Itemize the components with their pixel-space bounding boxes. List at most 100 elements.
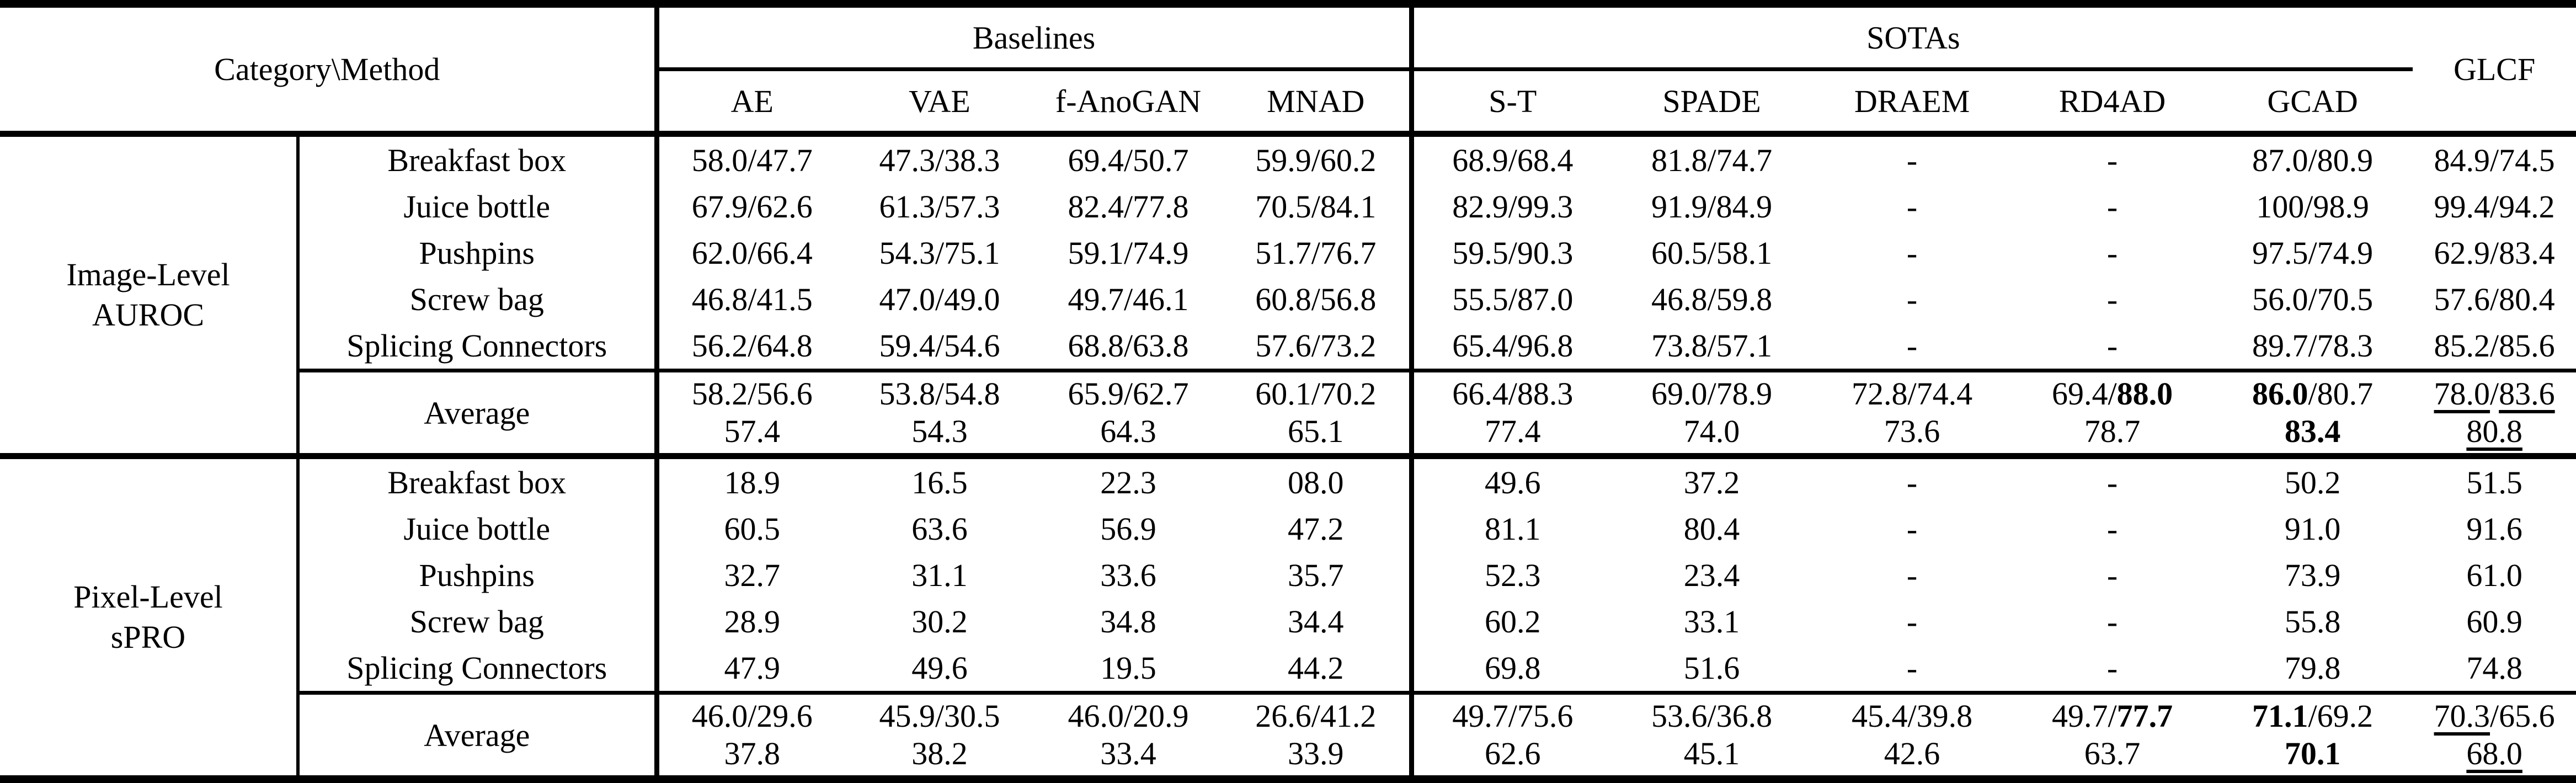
value-cell: 68.8/63.8 xyxy=(1068,327,1189,364)
average-value-cell: 65.9/62.7 64.3 xyxy=(1034,369,1223,456)
category-label-line: sPRO xyxy=(110,619,186,655)
value-cell: 62.0/66.4 xyxy=(691,235,813,271)
value-cell: 22.3 xyxy=(1100,464,1156,500)
average-value-line: 62.6 xyxy=(1414,735,1612,773)
average-value-segment: 83.4 xyxy=(2284,413,2341,449)
average-value-segment: 78.7 xyxy=(2084,413,2141,449)
value-cell: 56.2/64.8 xyxy=(691,327,813,364)
average-value-line: 46.0/29.6 xyxy=(659,697,846,735)
table-row: Juice bottle 60.5 63.6 56.9 47.2 81.1 80.4 - - 91… xyxy=(0,505,2576,552)
value-cell: 81.1 xyxy=(1485,510,1541,547)
average-value-line: 49.7/75.6 xyxy=(1414,697,1612,735)
value-cell: 51.5 xyxy=(2466,464,2522,500)
average-value-cell: 60.1/70.2 65.1 xyxy=(1223,369,1414,456)
column-header-vae: VAE xyxy=(909,83,970,119)
value-cell: 81.8/74.7 xyxy=(1651,142,1773,178)
value-cell: - xyxy=(1906,235,1918,271)
average-value-cell: 78.0/83.6 80.8 xyxy=(2413,369,2576,456)
row-label: Breakfast box xyxy=(298,456,659,505)
value-cell: 47.9 xyxy=(724,649,781,686)
value-cell: 51.6 xyxy=(1683,649,1740,686)
average-value-segment: 33.4 xyxy=(1100,736,1156,771)
average-value-cell: 69.4/88.0 78.7 xyxy=(2012,369,2213,456)
average-value-segment: 72.8/74.4 xyxy=(1851,375,1973,412)
value-cell: 56.0/70.5 xyxy=(2252,281,2374,317)
average-value-segment: 65.9/62.7 xyxy=(1068,375,1189,412)
value-cell: - xyxy=(2106,188,2118,225)
value-cell: 59.1/74.9 xyxy=(1068,235,1189,271)
average-value-segment: 71.1 xyxy=(2252,697,2308,734)
average-value-segment: 53.8/54.8 xyxy=(879,375,1000,412)
average-value-segment: 49.7/75.6 xyxy=(1452,697,1574,734)
average-value-segment: 65.1 xyxy=(1288,413,1344,449)
value-cell: 82.9/99.3 xyxy=(1452,188,1574,225)
value-cell: - xyxy=(1906,142,1918,178)
corner-header-category-method: Category\Method xyxy=(0,4,659,134)
value-cell: 34.8 xyxy=(1100,603,1156,640)
value-cell: - xyxy=(1906,281,1918,317)
column-header-spade: SPADE xyxy=(1662,83,1761,119)
average-value-line: 71.1/69.2 xyxy=(2212,697,2413,735)
value-cell: - xyxy=(1906,557,1918,593)
average-value-line: 49.7/77.7 xyxy=(2012,697,2212,735)
value-cell: 69.8 xyxy=(1485,649,1541,686)
average-value-cell: 69.0/78.9 74.0 xyxy=(1612,369,1812,456)
value-cell: 18.9 xyxy=(724,464,781,500)
average-value-line: 68.0 xyxy=(2413,735,2576,773)
value-cell: 97.5/74.9 xyxy=(2252,235,2374,271)
value-cell: 47.0/49.0 xyxy=(879,281,1000,317)
value-cell: 28.9 xyxy=(724,603,781,640)
value-cell: 99.4/94.2 xyxy=(2434,188,2555,225)
average-value-cell: 46.0/29.6 37.8 xyxy=(657,691,846,779)
value-cell: 49.6 xyxy=(1485,464,1541,500)
average-value-line: 72.8/74.4 xyxy=(1812,375,2012,413)
average-value-line: 46.0/20.9 xyxy=(1034,697,1223,735)
average-value-segment: 70.3 xyxy=(2434,697,2490,734)
average-value-line: 64.3 xyxy=(1034,413,1223,450)
average-value-segment: 45.9/30.5 xyxy=(879,697,1000,734)
row-label: Screw bag xyxy=(298,276,659,322)
category-label: Pixel-Level sPRO xyxy=(0,456,300,779)
value-cell: - xyxy=(2106,603,2118,640)
value-cell: 60.5 xyxy=(724,510,781,547)
value-cell: 91.6 xyxy=(2466,510,2522,547)
average-value-segment: 69.0/78.9 xyxy=(1651,375,1773,412)
average-value-line: 37.8 xyxy=(659,735,846,773)
average-value-line: 78.0/83.6 xyxy=(2413,375,2576,413)
value-cell: 60.9 xyxy=(2466,603,2522,640)
value-cell: 91.0 xyxy=(2284,510,2341,547)
value-cell: - xyxy=(2106,327,2118,364)
row-label: Breakfast box xyxy=(298,134,659,183)
average-value-line: 73.6 xyxy=(1812,413,2012,450)
average-value-cell: 26.6/41.2 33.9 xyxy=(1223,691,1414,779)
value-cell: 34.4 xyxy=(1223,598,1414,644)
average-value-segment: 26.6/41.2 xyxy=(1255,697,1377,734)
average-value-line: 63.7 xyxy=(2012,735,2212,773)
average-row: Average 58.2/56.6 57.4 53.8/54.8 54.3 65.9/62… xyxy=(0,369,2576,456)
section-image-level-auroc: Image-Level AUROC Breakfast box 58.0/47.7 47… xyxy=(0,134,2576,456)
value-cell: 52.3 xyxy=(1485,557,1541,593)
value-cell: 57.6/80.4 xyxy=(2434,281,2555,317)
average-value-line: 78.7 xyxy=(2012,413,2212,450)
value-cell: 47.3/38.3 xyxy=(879,142,1000,178)
average-value-cell: 53.8/54.8 54.3 xyxy=(845,369,1034,456)
average-value-cell: 71.1/69.2 70.1 xyxy=(2212,691,2413,779)
value-cell: 69.4/50.7 xyxy=(1068,142,1189,178)
average-value-segment: 68.0 xyxy=(2466,736,2522,771)
average-value-segment: 45.1 xyxy=(1683,736,1740,771)
value-cell: 61.0 xyxy=(2466,557,2522,593)
value-cell: 60.8/56.8 xyxy=(1223,276,1414,322)
value-cell: 16.5 xyxy=(911,464,968,500)
value-cell: 55.5/87.0 xyxy=(1452,281,1574,317)
average-value-cell: 86.0/80.7 83.4 xyxy=(2212,369,2413,456)
value-cell: - xyxy=(1906,510,1918,547)
value-cell: 55.8 xyxy=(2284,603,2341,640)
value-cell: 62.9/83.4 xyxy=(2434,235,2555,271)
average-value-segment: 37.8 xyxy=(724,736,781,771)
average-value-line: 53.6/36.8 xyxy=(1612,697,1812,735)
header-group-row: Category\Method Baselines SOTAs GLCF xyxy=(0,4,2576,134)
average-value-line: 86.0/80.7 xyxy=(2212,375,2413,413)
column-header-rd4ad: RD4AD xyxy=(2058,83,2166,119)
average-value-segment: 38.2 xyxy=(911,736,968,771)
